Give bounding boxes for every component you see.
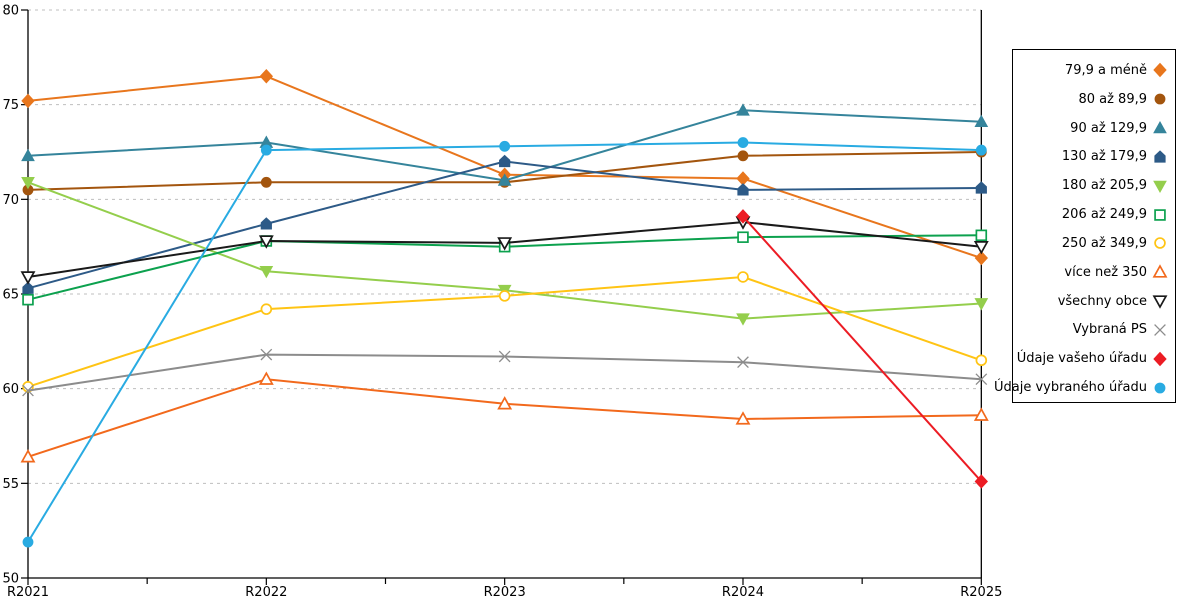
legend-item-label: 206 až 249,9: [1061, 207, 1147, 223]
legend-marker-circle-icon: [1154, 93, 1166, 105]
series-line: [27, 141, 982, 543]
legend-item-label: Údaje vašeho úřadu: [1016, 351, 1147, 367]
y-axis-label: 80: [2, 4, 19, 19]
y-axis-label: 60: [2, 382, 19, 397]
legend-marker-triangle-up-icon: [1152, 264, 1168, 278]
series-2: [21, 103, 989, 186]
series-line: [27, 353, 982, 392]
x-axis-label: R2022: [245, 585, 287, 600]
legend-marker-square-icon: [1154, 208, 1166, 221]
y-axis-label: 50: [2, 572, 19, 587]
x-axis-label: R2025: [960, 585, 1002, 600]
legend-item-label: 180 až 205,9: [1061, 178, 1147, 194]
legend-item: 250 až 349,9: [1017, 229, 1168, 258]
legend-item: 90 až 129,9: [1017, 114, 1168, 143]
series-line: [27, 378, 982, 458]
legend-item: 206 až 249,9: [1017, 200, 1168, 229]
legend-item-label: Vybraná PS: [1072, 322, 1147, 338]
y-axis-label: 70: [2, 193, 19, 208]
legend-item: 80 až 89,9: [1017, 85, 1168, 114]
series-7: [20, 371, 989, 463]
series-line: [27, 75, 982, 259]
legend-item-label: 130 až 179,9: [1061, 149, 1147, 165]
legend-marker-diamond-icon: [1153, 351, 1167, 366]
y-axis-label: 55: [2, 477, 19, 492]
legend-item: 180 až 205,9: [1017, 171, 1168, 200]
legend-marker-triangle-up-icon: [1153, 121, 1167, 134]
legend-item: Údaje vašeho úřadu: [1017, 344, 1168, 373]
series-11: [22, 137, 987, 548]
legend-item: Vybraná PS: [1017, 315, 1168, 344]
line-chart: 50 55 60 65 70 75 80 R2021 R2022 R2023 R2024 R2025: [2, 4, 1002, 600]
legend-marker-circle-icon: [1154, 237, 1166, 250]
legend-marker-x-icon: [1154, 323, 1166, 336]
legend-item-label: Údaje vybraného úřadu: [993, 380, 1147, 396]
series-line: [742, 215, 983, 483]
legend-item-label: 250 až 349,9: [1061, 235, 1147, 251]
x-axis-label: R2021: [7, 585, 49, 600]
legend-item: všechny obce: [1017, 287, 1168, 316]
legend-marker-circle-icon: [1154, 382, 1166, 393]
legend-item: Údaje vybraného úřadu: [994, 373, 1168, 402]
x-axis-label: R2024: [722, 585, 764, 600]
legend-item-label: 80 až 89,9: [1078, 91, 1147, 107]
legend-item: 130 až 179,9: [1017, 142, 1168, 171]
series-3: [22, 154, 987, 294]
legend-item-label: více než 350: [1064, 264, 1147, 280]
legend-marker-pentagon-icon: [1154, 150, 1166, 163]
legend-item-label: 79,9 a méně: [1064, 62, 1147, 78]
y-axis-label: 65: [2, 288, 19, 303]
y-axis-label: 75: [2, 98, 19, 113]
legend-marker-triangle-down-icon: [1152, 295, 1168, 309]
legend-item: 79,9 a méně: [1017, 56, 1168, 85]
legend-item-label: 90 až 129,9: [1070, 120, 1147, 136]
x-axis-label: R2023: [484, 585, 526, 600]
legend-marker-diamond-icon: [1153, 63, 1167, 78]
legend-marker-triangle-down-icon: [1153, 180, 1167, 193]
series-9: [22, 348, 988, 397]
legend-item-label: všechny obce: [1057, 293, 1147, 309]
series-10: [736, 209, 989, 489]
legend-item: více než 350: [1017, 258, 1168, 287]
legend: 79,9 a méně 80 až 89,9 90 až 129,9 130 až 1…: [994, 49, 1176, 403]
series-0: [21, 69, 989, 266]
